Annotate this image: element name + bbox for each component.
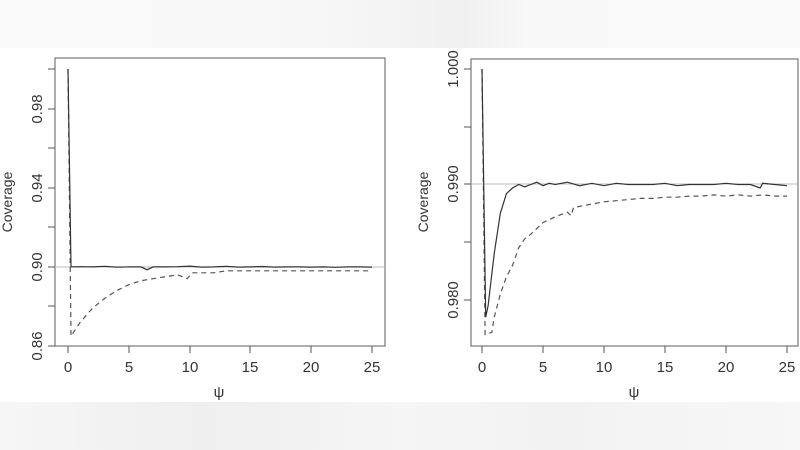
right-ytick-label: 1.000 <box>445 50 462 88</box>
right-series-solid <box>481 68 788 318</box>
right-series-dashed <box>481 68 787 336</box>
right-xtick-label: 5 <box>539 359 547 376</box>
right-xtick-label: 0 <box>478 359 486 376</box>
left-ytick-label: 0.98 <box>29 94 46 123</box>
left-ytick-label: 0.90 <box>29 252 46 281</box>
right-xtick-label: 25 <box>779 359 796 376</box>
right-y-axis-label: Coverage <box>415 171 431 232</box>
left-y-ticks <box>48 68 55 347</box>
left-x-axis-label: ψ <box>214 384 225 401</box>
left-xtick-label: 15 <box>242 359 259 376</box>
right-x-axis-label: ψ <box>629 384 640 401</box>
right-chart: 0.980 0.990 1.000 Coverage 0 5 10 15 20 … <box>415 50 799 401</box>
left-xtick-label: 20 <box>303 359 320 376</box>
right-x-ticks <box>481 346 788 353</box>
left-plot-frame <box>54 57 386 347</box>
background-band-bottom <box>0 402 800 450</box>
left-xtick-label: 0 <box>64 359 72 376</box>
left-x-tick-labels: 0 5 10 15 20 25 <box>64 359 381 376</box>
right-xtick-label: 10 <box>596 359 613 376</box>
right-y-tick-labels: 0.980 0.990 1.000 <box>445 50 462 319</box>
left-xtick-label: 5 <box>125 359 133 376</box>
left-y-tick-labels: 0.86 0.90 0.94 0.98 <box>29 94 46 360</box>
left-y-axis-label: Coverage <box>0 171 15 232</box>
right-ytick-label: 0.980 <box>445 281 462 319</box>
right-y-ticks <box>464 68 471 301</box>
left-chart: 0.86 0.90 0.94 0.98 Coverage 0 5 10 15 2… <box>0 57 386 401</box>
left-series-solid <box>67 68 373 271</box>
right-ytick-label: 0.990 <box>445 165 462 203</box>
background-band-top <box>0 0 800 48</box>
right-xtick-label: 15 <box>657 359 674 376</box>
left-xtick-label: 25 <box>364 359 381 376</box>
left-series-dashed <box>67 68 372 339</box>
left-ytick-label: 0.94 <box>29 173 46 202</box>
left-xtick-label: 10 <box>182 359 199 376</box>
right-x-tick-labels: 0 5 10 15 20 25 <box>478 359 796 376</box>
left-ytick-label: 0.86 <box>29 331 46 360</box>
left-x-ticks <box>67 346 373 353</box>
right-xtick-label: 20 <box>718 359 735 376</box>
right-plot-frame <box>470 58 799 347</box>
